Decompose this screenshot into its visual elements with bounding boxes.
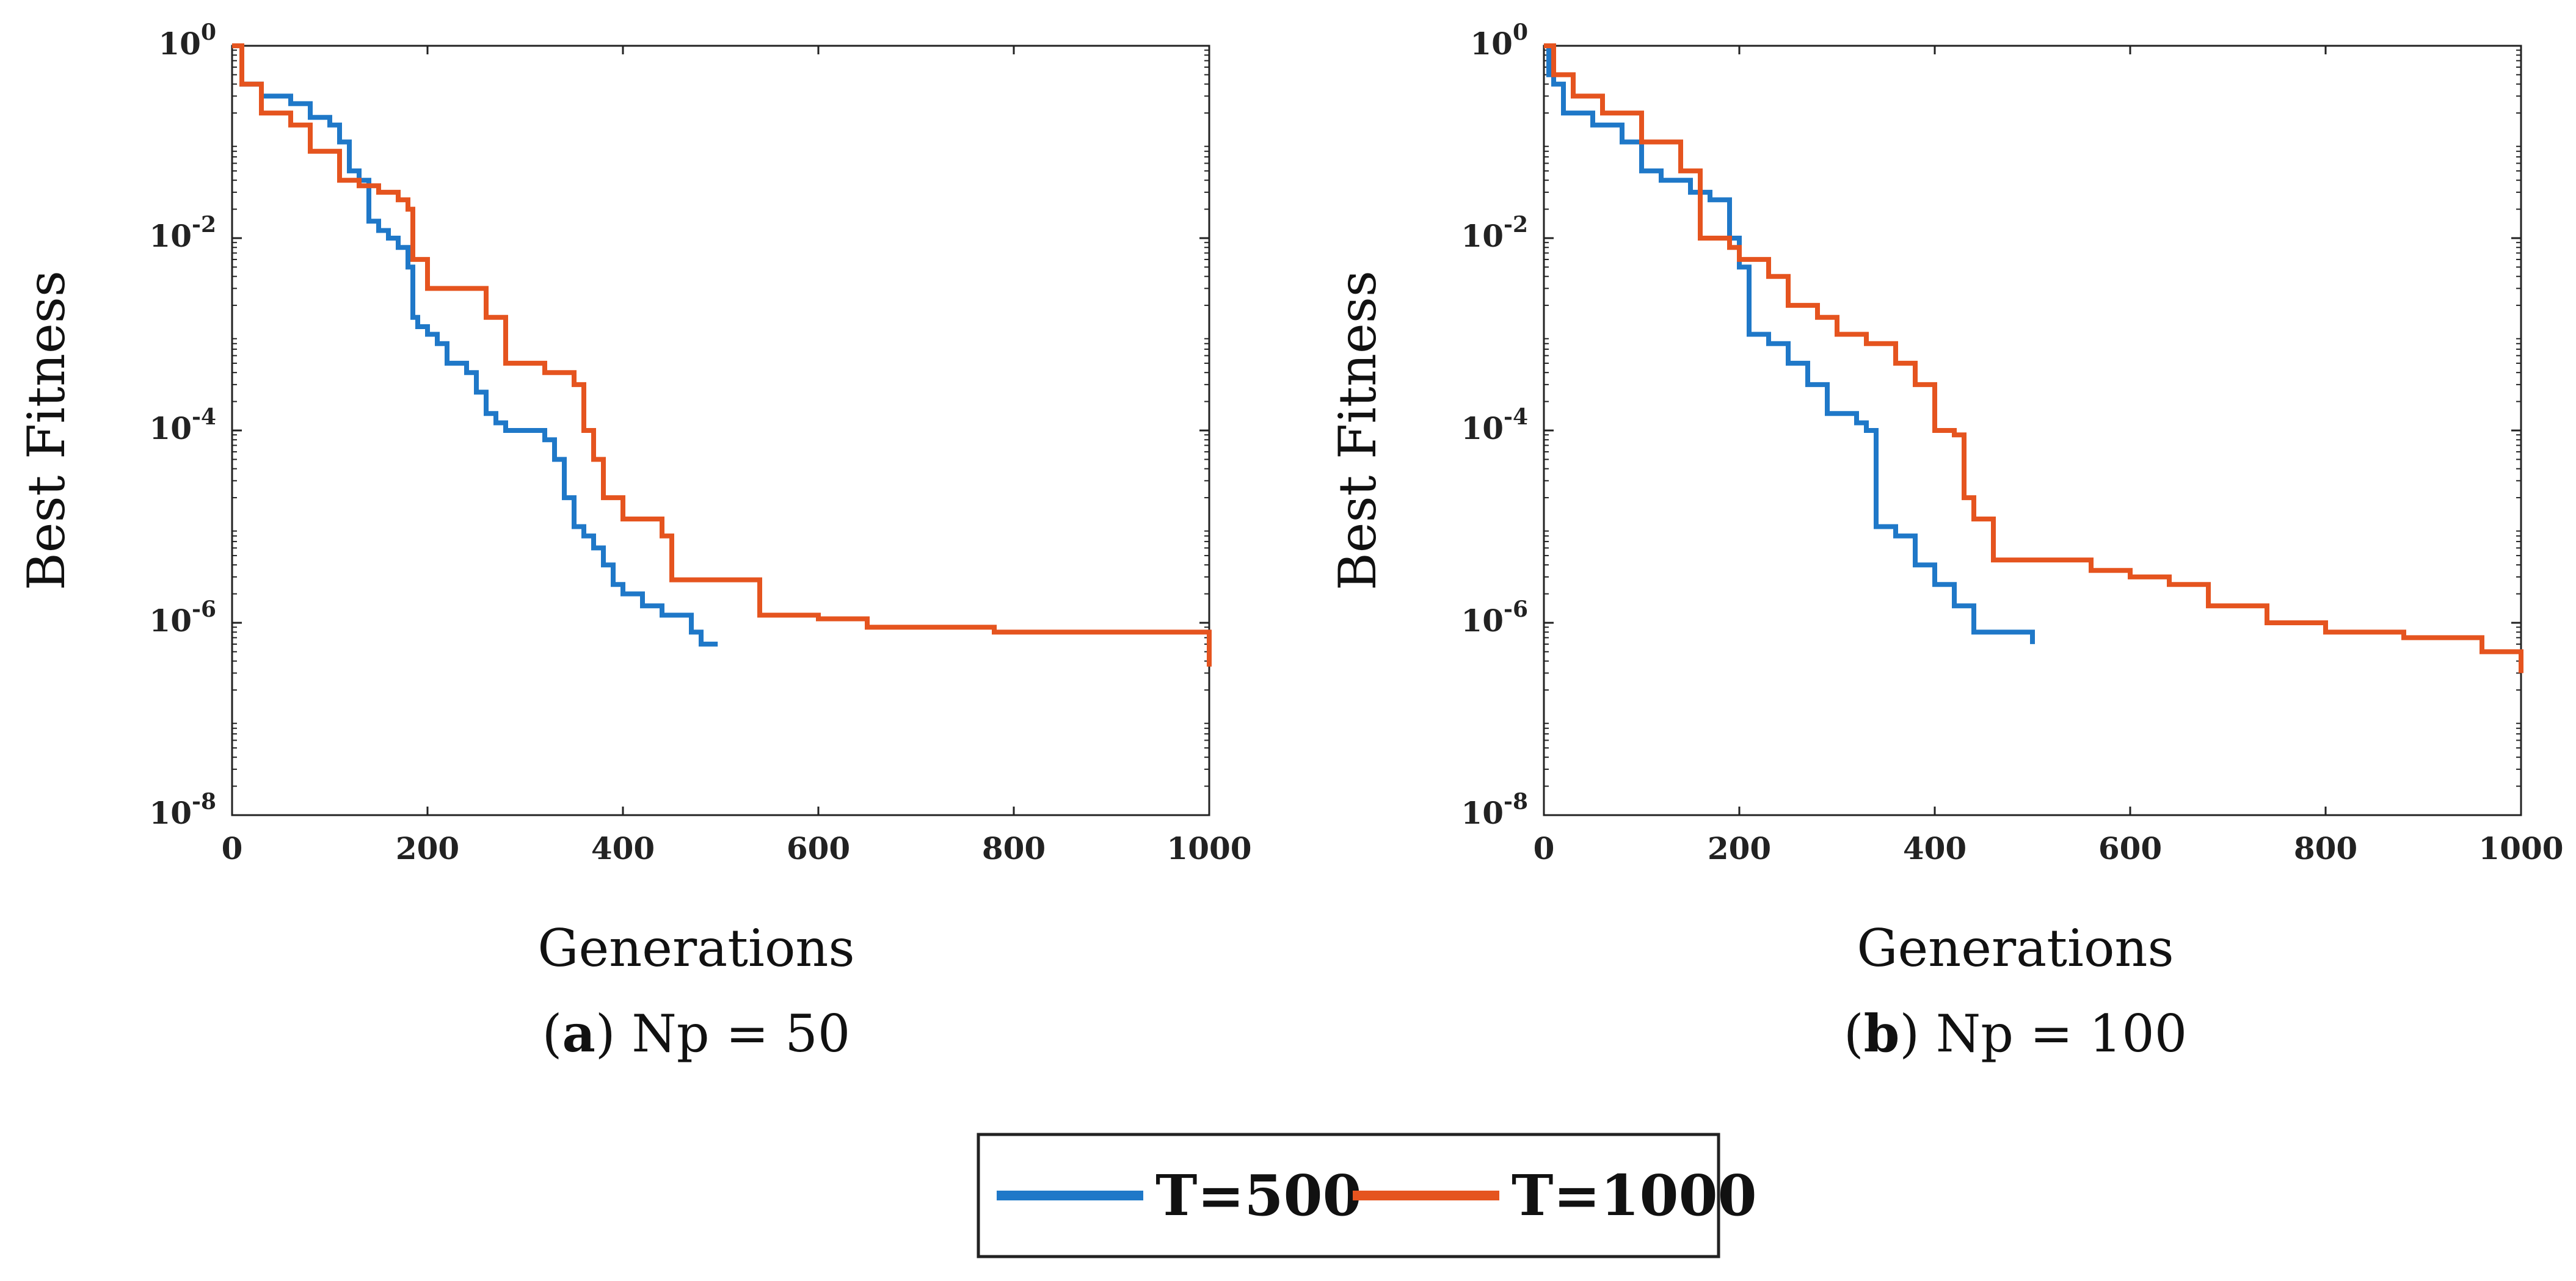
chart-a-caption-text: ) Np = 50 <box>595 1004 850 1064</box>
b-ytick-label--8: 10-8 <box>1461 789 1528 831</box>
b-ytick-label--6: 10-6 <box>1461 597 1528 639</box>
chart-b-xlabel: Generations <box>1857 918 2174 978</box>
a-xtick-label-600: 600 <box>787 830 850 866</box>
a-ytick-label--6: 10-6 <box>149 597 216 639</box>
chart-a-series <box>232 43 1212 667</box>
chart-a-caption-label: a <box>562 1003 595 1064</box>
chart-a-xlabel: Generations <box>537 918 854 978</box>
chart-b-ylabel: Best Fitness <box>1328 270 1388 590</box>
chart-b-minor-ticks <box>1544 49 2521 787</box>
chart-b: 0 200 400 600 800 1000 100 10-2 10-4 10-6 10-8 Bes… <box>1328 20 2564 1064</box>
chart-a-tick-labels: 0 200 400 600 800 1000 100 10-2 10-4 10-6 10-8 <box>149 20 1251 866</box>
chart-a-plot-frame <box>231 45 1210 816</box>
a-ytick-label--8: 10-8 <box>149 789 216 831</box>
b-ytick-label--2: 10-2 <box>1461 212 1528 254</box>
chart-b-tick-labels: 0 200 400 600 800 1000 100 10-2 10-4 10-6 10-8 <box>1461 20 2563 866</box>
legend: T=500 T=1000 <box>977 1133 1757 1258</box>
a-ytick-label--2: 10-2 <box>149 212 216 254</box>
b-xtick-label-1000: 1000 <box>2478 830 2563 866</box>
chart-b-caption-text: ) Np = 100 <box>1899 1004 2187 1064</box>
a-ytick-label--4: 10-4 <box>149 404 216 446</box>
chart-b-caption-label: b <box>1864 1003 1900 1064</box>
legend-label-t500: T=500 <box>1155 1163 1362 1228</box>
b-ytick-label--4: 10-4 <box>1461 404 1528 446</box>
b-series-t500-line <box>1544 43 2035 644</box>
chart-a-minor-ticks <box>232 49 1209 787</box>
b-xtick-label-400: 400 <box>1903 830 1967 866</box>
legend-label-t1000: T=1000 <box>1512 1163 1757 1228</box>
b-xtick-label-200: 200 <box>1708 830 1771 866</box>
chart-b-caption: (b) Np = 100 <box>1844 1003 2187 1064</box>
b-ytick-label-0: 100 <box>1470 20 1528 62</box>
a-xtick-label-400: 400 <box>591 830 655 866</box>
a-xtick-label-1000: 1000 <box>1166 830 1251 866</box>
chart-b-series <box>1544 43 2523 673</box>
chart-a-caption: (a) Np = 50 <box>542 1003 851 1064</box>
legend-box <box>977 1133 1720 1258</box>
a-series-t1000-line <box>232 43 1212 667</box>
a-xtick-label-800: 800 <box>982 830 1046 866</box>
a-ytick-label-0: 100 <box>158 20 216 62</box>
a-xtick-label-200: 200 <box>396 830 459 866</box>
b-xtick-label-800: 800 <box>2294 830 2357 866</box>
chart-a: 0 200 400 600 800 1000 100 10-2 10-4 10-6 10-8 Bes… <box>16 20 1252 1064</box>
chart-b-plot-frame <box>1543 45 2522 816</box>
b-xtick-label-600: 600 <box>2098 830 2162 866</box>
a-series-t500-line <box>232 43 718 647</box>
chart-a-ylabel: Best Fitness <box>16 270 76 590</box>
a-xtick-label-0: 0 <box>222 830 243 866</box>
b-xtick-label-0: 0 <box>1534 830 1555 866</box>
b-series-t1000-line <box>1544 43 2523 673</box>
